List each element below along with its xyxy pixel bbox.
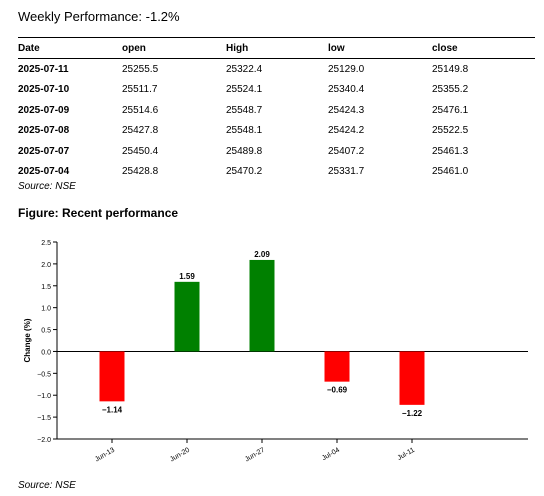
table-row: 2025-07-08 25427.8 25548.1 25424.2 25522… <box>18 121 535 142</box>
performance-table: Date open High low close 2025-07-11 2525… <box>18 37 535 182</box>
col-header-low: low <box>328 37 432 59</box>
cell-date: 2025-07-08 <box>18 125 70 137</box>
x-tick-label: Jul-11 <box>396 447 416 462</box>
col-header-open: open <box>122 37 226 59</box>
figure-title: Figure: Recent performance <box>18 206 179 220</box>
cell-close: 25476.1 <box>432 104 469 116</box>
col-header-high: High <box>226 37 328 59</box>
cell-date: 2025-07-10 <box>18 84 70 96</box>
cell-high: 25470.2 <box>226 166 263 178</box>
cell-high: 25524.1 <box>226 84 263 96</box>
cell-high: 25322.4 <box>226 63 263 75</box>
y-axis-label: Change (%) <box>23 318 32 362</box>
bar-jul-11 <box>399 351 425 405</box>
cell-open: 25427.8 <box>122 125 159 137</box>
cell-high: 25489.8 <box>226 145 263 157</box>
cell-low: 25340.4 <box>328 84 365 96</box>
x-tick-label: Jul-04 <box>321 447 341 463</box>
x-tick-label: Jun-13 <box>94 447 116 464</box>
y-tick-label: 1.5 <box>41 284 51 291</box>
cell-low: 25424.3 <box>328 104 365 116</box>
page-title: Weekly Performance: -1.2% <box>18 9 180 24</box>
cell-close: 25149.8 <box>432 63 469 75</box>
table-row: 2025-07-10 25511.7 25524.1 25340.4 25355… <box>18 80 535 101</box>
table-row: 2025-07-09 25514.6 25548.7 25424.3 25476… <box>18 100 535 121</box>
cell-high: 25548.1 <box>226 125 263 137</box>
cell-low: 25407.2 <box>328 145 365 157</box>
cell-low: 25424.2 <box>328 125 365 137</box>
table-row: 2025-07-07 25450.4 25489.8 25407.2 25461… <box>18 141 535 162</box>
cell-open: 25514.6 <box>122 104 159 116</box>
cell-date: 2025-07-09 <box>18 104 70 116</box>
col-header-close: close <box>432 37 535 59</box>
cell-close: 25355.2 <box>432 84 469 96</box>
y-tick-label: 2.0 <box>41 262 51 269</box>
figure-source: Source: NSE <box>18 480 76 491</box>
y-tick-label: −1.0 <box>37 393 51 400</box>
cell-close: 25461.3 <box>432 145 469 157</box>
x-tick-label: Jun-27 <box>244 447 266 464</box>
bar-jun-13 <box>99 351 125 402</box>
cell-high: 25548.7 <box>226 104 263 116</box>
bar-jun-27 <box>249 259 275 352</box>
table-row: 2025-07-04 25428.8 25470.2 25331.7 25461… <box>18 162 535 183</box>
cell-open: 25255.5 <box>122 63 159 75</box>
cell-low: 25129.0 <box>328 63 365 75</box>
cell-open: 25450.4 <box>122 145 159 157</box>
y-tick-label: 1.0 <box>41 306 51 313</box>
bar-chart: −2.0 −1.5 −1.0 −0.5 0.0 0.5 1.0 1.5 2.0 2.5 Change… <box>23 240 528 464</box>
cell-date: 2025-07-07 <box>18 145 70 157</box>
cell-open: 25428.8 <box>122 166 159 178</box>
data-label: −1.22 <box>402 409 423 418</box>
data-label: −0.69 <box>327 386 348 395</box>
bar-jul-04 <box>324 351 350 382</box>
y-tick-label: −0.5 <box>37 371 51 378</box>
cell-close: 25461.0 <box>432 166 469 178</box>
table-source: Source: NSE <box>18 181 76 192</box>
cell-close: 25522.5 <box>432 125 469 137</box>
data-label: 2.09 <box>254 250 270 259</box>
y-tick-label: 2.5 <box>41 240 51 247</box>
data-label: −1.14 <box>102 405 123 414</box>
table-header-row: Date open High low close <box>18 37 535 59</box>
data-label: 1.59 <box>179 272 195 281</box>
y-tick-label: −2.0 <box>37 437 51 444</box>
table-row: 2025-07-11 25255.5 25322.4 25129.0 25149… <box>18 59 535 80</box>
x-tick-label: Jun-20 <box>169 447 191 464</box>
y-tick-label: 0.0 <box>41 349 51 356</box>
cell-date: 2025-07-04 <box>18 166 70 178</box>
y-tick-label: −1.5 <box>37 415 51 422</box>
col-header-date: Date <box>18 37 122 59</box>
cell-low: 25331.7 <box>328 166 365 178</box>
y-tick-label: 0.5 <box>41 328 51 335</box>
bar-jun-20 <box>174 281 200 352</box>
cell-open: 25511.7 <box>122 84 158 96</box>
cell-date: 2025-07-11 <box>18 63 69 75</box>
